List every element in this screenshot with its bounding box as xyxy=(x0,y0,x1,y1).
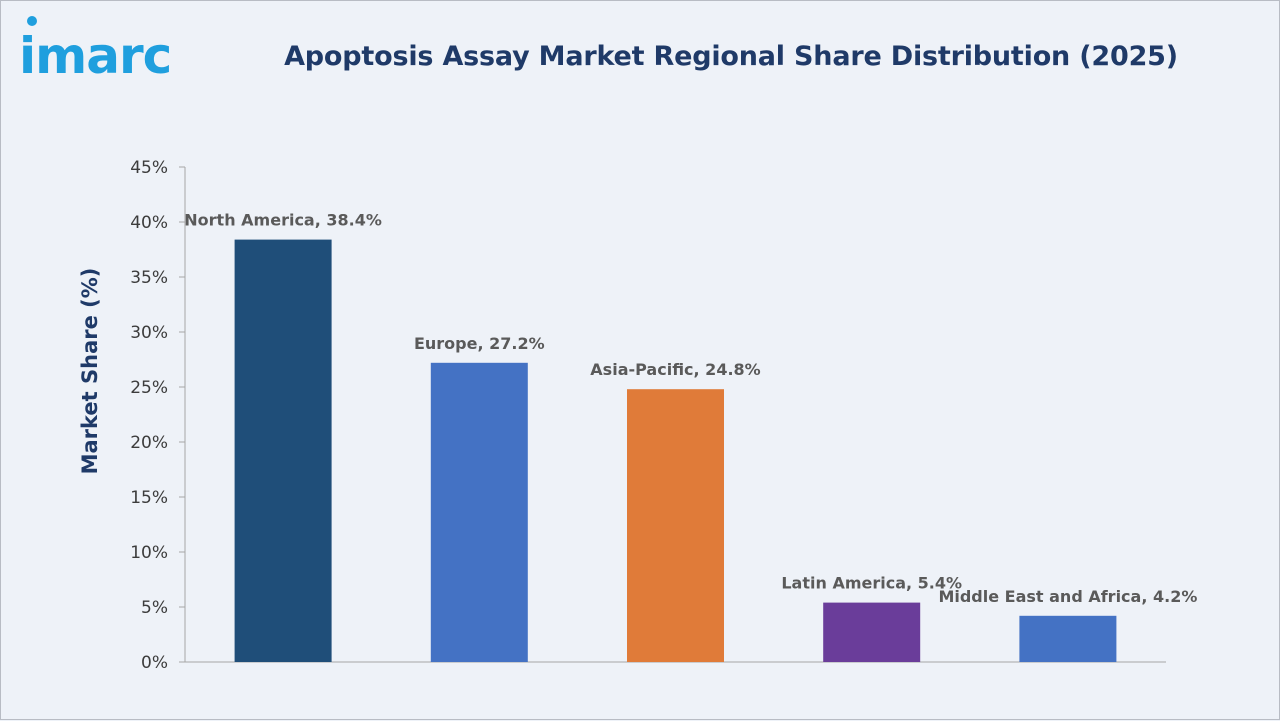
imarc-logo: imarc xyxy=(19,16,172,85)
chart-title: Apoptosis Assay Market Regional Share Di… xyxy=(284,41,1178,72)
bar-europe xyxy=(430,362,528,662)
data-label: North America, 38.4% xyxy=(184,211,382,230)
y-tick-label: 15% xyxy=(130,488,168,508)
data-label: Latin America, 5.4% xyxy=(781,574,962,593)
y-tick-label: 30% xyxy=(130,323,168,343)
data-label: Europe, 27.2% xyxy=(414,334,545,353)
logo-dot xyxy=(27,16,37,26)
y-tick-label: 10% xyxy=(130,543,168,563)
bar-latin-america xyxy=(823,602,921,662)
y-tick-label: 20% xyxy=(130,433,168,453)
y-tick-label: 35% xyxy=(130,268,168,288)
y-tick-label: 0% xyxy=(141,653,168,673)
bar-middle-east-and-africa xyxy=(1019,615,1117,662)
y-tick-label: 5% xyxy=(141,598,168,618)
data-label: Asia-Pacific, 24.8% xyxy=(590,360,760,379)
y-tick-label: 25% xyxy=(130,378,168,398)
y-tick-label: 40% xyxy=(130,213,168,233)
bar-north-america xyxy=(234,239,332,662)
data-label: Middle East and Africa, 4.2% xyxy=(938,587,1197,606)
y-tick-label: 45% xyxy=(130,158,168,178)
logo-text: imarc xyxy=(19,27,171,85)
bar-asia-pacific xyxy=(627,389,724,662)
